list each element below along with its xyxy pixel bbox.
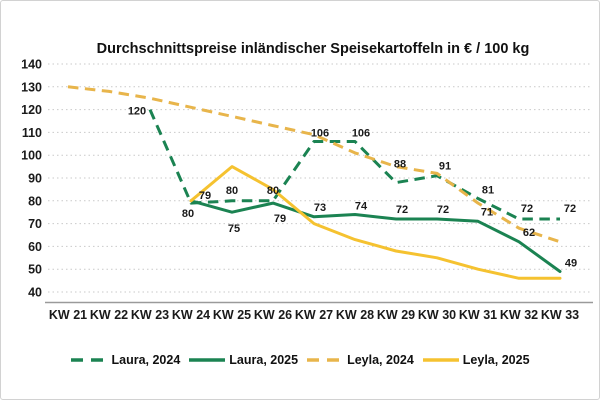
y-tick-label: 110 (22, 126, 42, 140)
y-tick-label: 40 (28, 286, 42, 300)
line-leyla-2024 (67, 85, 561, 244)
y-axis-labels: 140 130 120 110 100 90 80 70 60 50 40 (21, 58, 42, 300)
line-leyla-2025 (189, 165, 562, 280)
x-tick-label: KW 29 (377, 308, 415, 322)
data-label: 72 (564, 203, 576, 215)
data-label: 49 (565, 258, 577, 270)
x-tick-label: KW 25 (213, 308, 251, 322)
y-tick-label: 80 (28, 194, 42, 208)
x-tick-label: KW 21 (49, 308, 87, 322)
data-label: 72 (521, 203, 533, 215)
data-label: 80 (182, 208, 194, 220)
x-tick-label: KW 30 (418, 308, 456, 322)
y-tick-label: 50 (28, 263, 42, 277)
line-laura-2024 (148, 108, 560, 221)
data-label: 81 (482, 185, 494, 197)
x-tick-label: KW 26 (254, 308, 292, 322)
data-label: 73 (314, 202, 326, 214)
data-label: 75 (228, 223, 240, 235)
data-label: 120 (128, 106, 146, 118)
y-tick-label: 60 (28, 240, 42, 254)
data-label: 71 (481, 206, 493, 218)
y-tick-label: 140 (21, 58, 42, 72)
data-labels-laura-2024: 120 79 80 80 106 106 88 91 81 72 72 (128, 106, 576, 215)
data-label: 74 (355, 201, 368, 213)
legend-swatch-leyla-2024 (307, 358, 344, 362)
data-label: 79 (199, 190, 211, 202)
legend-item-leyla-2024: Leyla, 2024 (306, 353, 414, 367)
x-tick-label: KW 32 (500, 308, 538, 322)
legend-label-laura-2024: Laura, 2024 (111, 353, 181, 367)
data-label: 91 (439, 161, 451, 173)
data-label: 72 (437, 204, 449, 216)
data-label: 62 (523, 227, 535, 239)
y-tick-label: 130 (21, 80, 42, 94)
legend-swatch-leyla-2025 (422, 358, 459, 362)
x-tick-label: KW 31 (459, 308, 497, 322)
gridlines (48, 63, 591, 293)
x-tick-label: KW 23 (131, 308, 169, 322)
legend-item-laura-2025: Laura, 2025 (188, 353, 298, 367)
legend-item-laura-2024: Laura, 2024 (70, 353, 180, 367)
y-tick-label: 70 (28, 217, 42, 231)
legend-label-leyla-2025: Leyla, 2025 (462, 353, 530, 367)
x-tick-label: KW 24 (172, 308, 210, 322)
legend-label-laura-2025: Laura, 2025 (229, 353, 299, 367)
x-tick-label: KW 22 (90, 308, 128, 322)
line-laura-2025 (189, 199, 562, 273)
legend-label-leyla-2024: Leyla, 2024 (347, 353, 414, 367)
x-axis-labels: KW 21 KW 22 KW 23 KW 24 KW 25 KW 26 KW 27 KW 28… (49, 308, 579, 322)
y-tick-label: 90 (28, 172, 42, 186)
data-label: 106 (311, 128, 329, 140)
legend-swatch-laura-2024 (71, 358, 108, 362)
x-tick-label: KW 27 (295, 308, 333, 322)
chart-title: Durchschnittspreise inländischer Speisek… (96, 41, 530, 57)
data-label: 80 (226, 185, 238, 197)
legend-swatch-laura-2025 (189, 358, 226, 362)
data-label: 72 (396, 204, 408, 216)
data-label: 88 (394, 159, 406, 171)
y-tick-label: 120 (21, 103, 42, 117)
data-label: 80 (267, 185, 279, 197)
data-labels-laura-2025: 80 75 79 73 74 72 72 71 62 49 (182, 201, 577, 270)
x-tick-label: KW 33 (541, 308, 579, 322)
legend-item-leyla-2025: Leyla, 2025 (422, 353, 530, 367)
legend: Laura, 2024 Laura, 2025 Leyla, 2024 Leyla, … (1, 352, 599, 368)
data-label: 106 (352, 128, 370, 140)
y-tick-label: 100 (21, 149, 42, 163)
x-tick-label: KW 28 (336, 308, 374, 322)
data-label: 79 (274, 213, 286, 225)
